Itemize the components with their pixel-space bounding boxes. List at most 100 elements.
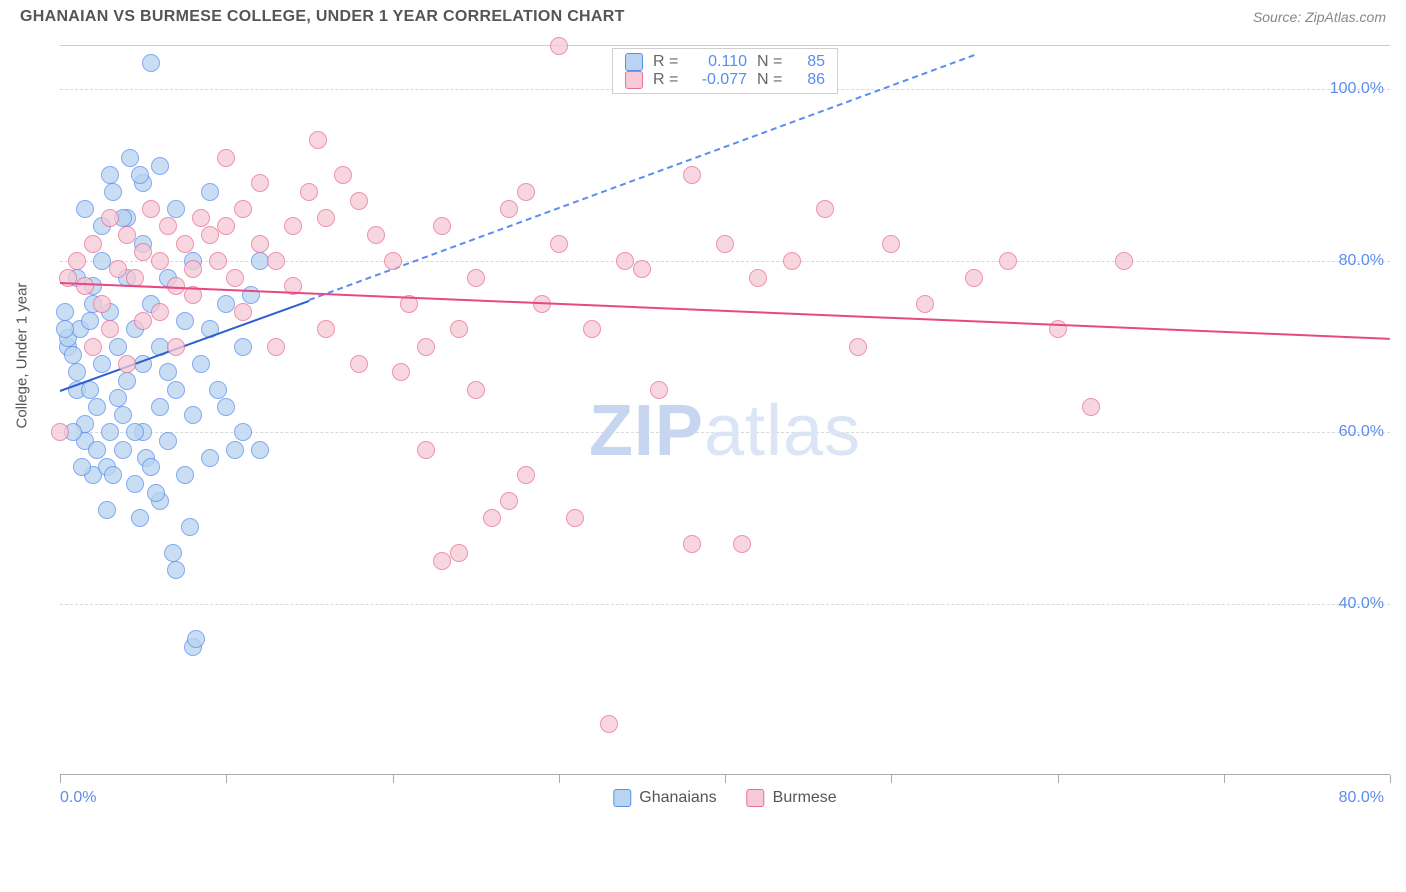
data-point: [134, 312, 152, 330]
legend-n-label: N =: [757, 53, 785, 71]
data-point: [159, 363, 177, 381]
data-point: [167, 381, 185, 399]
data-point: [583, 320, 601, 338]
legend-swatch: [613, 789, 631, 807]
data-point: [98, 501, 116, 519]
data-point: [783, 252, 801, 270]
data-point: [749, 269, 767, 287]
x-tick: [1058, 775, 1059, 783]
data-point: [187, 630, 205, 648]
data-point: [517, 183, 535, 201]
data-point: [517, 466, 535, 484]
data-point: [217, 398, 235, 416]
data-point: [267, 338, 285, 356]
data-point: [159, 432, 177, 450]
data-point: [217, 295, 235, 313]
grid-line: [60, 604, 1390, 605]
data-point: [101, 209, 119, 227]
data-point: [167, 338, 185, 356]
data-point: [114, 441, 132, 459]
data-point: [417, 441, 435, 459]
legend-n-value: 86: [795, 71, 825, 89]
data-point: [201, 226, 219, 244]
legend-item: Ghanaians: [613, 789, 716, 807]
data-point: [181, 518, 199, 536]
x-tick: [393, 775, 394, 783]
data-point: [104, 183, 122, 201]
data-point: [882, 235, 900, 253]
x-axis-min-label: 0.0%: [60, 789, 96, 807]
data-point: [88, 398, 106, 416]
legend-item: Burmese: [747, 789, 837, 807]
data-point: [93, 252, 111, 270]
data-point: [76, 277, 94, 295]
data-point: [164, 544, 182, 562]
chart-title: GHANAIAN VS BURMESE COLLEGE, UNDER 1 YEA…: [20, 8, 625, 26]
data-point: [201, 183, 219, 201]
data-point: [64, 346, 82, 364]
data-point: [84, 235, 102, 253]
data-point: [68, 363, 86, 381]
legend-n-label: N =: [757, 71, 785, 89]
data-point: [142, 458, 160, 476]
legend-swatch: [747, 789, 765, 807]
x-tick: [891, 775, 892, 783]
legend-row: R =0.110N =85: [625, 53, 825, 71]
data-point: [109, 338, 127, 356]
data-point: [217, 217, 235, 235]
data-point: [384, 252, 402, 270]
data-point: [73, 458, 91, 476]
data-point: [251, 441, 269, 459]
data-point: [142, 200, 160, 218]
data-point: [683, 535, 701, 553]
data-point: [616, 252, 634, 270]
data-point: [550, 235, 568, 253]
legend-label: Ghanaians: [639, 789, 716, 807]
data-point: [226, 441, 244, 459]
data-point: [93, 355, 111, 373]
data-point: [234, 338, 252, 356]
data-point: [251, 235, 269, 253]
data-point: [68, 252, 86, 270]
data-point: [84, 338, 102, 356]
data-point: [134, 243, 152, 261]
data-point: [716, 235, 734, 253]
chart-plot-area: 40.0%60.0%80.0%100.0% ZIPatlas R =0.110N…: [60, 45, 1390, 815]
data-point: [483, 509, 501, 527]
data-point: [226, 269, 244, 287]
x-tick: [226, 775, 227, 783]
data-point: [104, 466, 122, 484]
data-point: [109, 389, 127, 407]
data-point: [217, 149, 235, 167]
data-point: [450, 544, 468, 562]
data-point: [118, 355, 136, 373]
data-point: [450, 320, 468, 338]
x-tick: [1224, 775, 1225, 783]
data-point: [184, 260, 202, 278]
data-point: [234, 200, 252, 218]
data-point: [151, 303, 169, 321]
data-point: [392, 363, 410, 381]
data-point: [1115, 252, 1133, 270]
data-point: [51, 423, 69, 441]
data-point: [633, 260, 651, 278]
data-point: [234, 423, 252, 441]
data-point: [176, 312, 194, 330]
data-point: [500, 492, 518, 510]
data-point: [81, 312, 99, 330]
data-point: [849, 338, 867, 356]
chart-header: GHANAIAN VS BURMESE COLLEGE, UNDER 1 YEA…: [0, 0, 1406, 32]
chart-source: Source: ZipAtlas.com: [1253, 9, 1386, 25]
data-point: [101, 423, 119, 441]
x-tick: [60, 775, 61, 783]
data-point: [317, 209, 335, 227]
data-point: [733, 535, 751, 553]
data-point: [176, 235, 194, 253]
data-point: [367, 226, 385, 244]
data-point: [1082, 398, 1100, 416]
data-point: [433, 217, 451, 235]
x-axis-max-label: 80.0%: [1339, 789, 1384, 807]
data-point: [192, 355, 210, 373]
legend-r-value: -0.077: [691, 71, 747, 89]
data-point: [147, 484, 165, 502]
